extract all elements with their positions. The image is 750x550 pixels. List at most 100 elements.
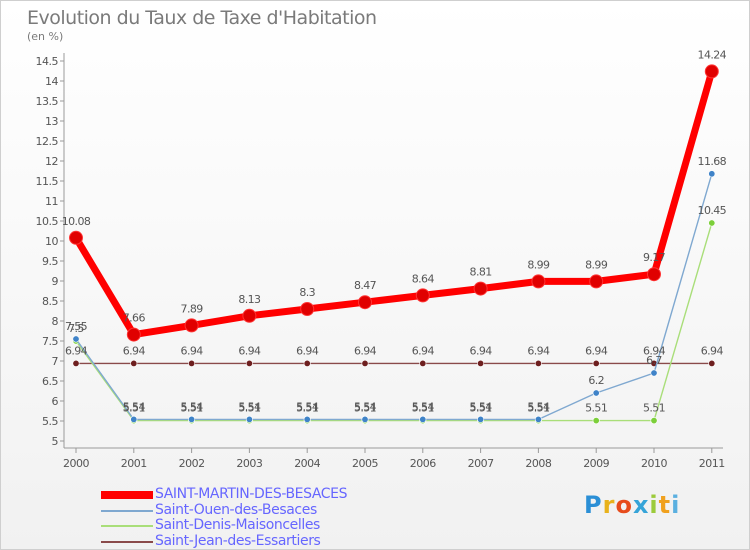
data-label: 5.51 bbox=[181, 402, 203, 415]
logo-letter: i bbox=[649, 491, 659, 519]
data-label: 6.94 bbox=[354, 344, 377, 357]
legend-swatch bbox=[101, 491, 153, 499]
y-tick-label: 11.5 bbox=[36, 175, 59, 188]
data-point bbox=[72, 335, 80, 343]
data-point bbox=[419, 415, 427, 423]
x-tick-label: 2002 bbox=[179, 457, 205, 470]
y-tick-label: 6.5 bbox=[42, 375, 58, 388]
data-point bbox=[184, 318, 199, 333]
data-label: 5.51 bbox=[643, 402, 665, 415]
data-label: 5.54 bbox=[412, 400, 435, 413]
data-point bbox=[245, 359, 253, 367]
data-label: 5.51 bbox=[527, 402, 549, 415]
data-point bbox=[300, 302, 315, 316]
legend-swatch bbox=[101, 540, 153, 543]
data-label: 5.51 bbox=[354, 402, 376, 415]
data-point bbox=[647, 267, 661, 282]
logo-letter: i bbox=[671, 491, 681, 519]
data-point bbox=[708, 219, 716, 227]
data-point bbox=[477, 359, 485, 367]
logo-letter: P bbox=[584, 491, 603, 519]
legend-swatch bbox=[101, 525, 153, 527]
data-label: 7.89 bbox=[181, 302, 204, 315]
data-point bbox=[242, 308, 257, 323]
y-tick-label: 7 bbox=[52, 355, 59, 368]
data-point bbox=[188, 415, 196, 423]
data-label: 6.2 bbox=[588, 374, 604, 387]
data-label: 5.51 bbox=[123, 402, 145, 415]
data-label: 10.08 bbox=[62, 215, 91, 228]
data-point bbox=[188, 359, 196, 367]
data-point bbox=[708, 359, 716, 367]
x-tick-label: 2010 bbox=[641, 457, 667, 470]
y-tick-label: 8.5 bbox=[42, 295, 58, 308]
x-tick-label: 2003 bbox=[236, 457, 262, 470]
logo-letter: t bbox=[658, 491, 672, 519]
legend-label: Saint-Ouen-des-Besaces bbox=[155, 501, 317, 518]
data-label: 7.66 bbox=[123, 312, 146, 325]
y-tick-label: 12 bbox=[45, 155, 58, 168]
data-point bbox=[704, 64, 719, 79]
data-point bbox=[592, 417, 600, 425]
y-tick-label: 6 bbox=[52, 395, 59, 408]
data-point bbox=[245, 415, 253, 423]
data-label: 5.54 bbox=[123, 400, 146, 413]
data-label: 6.94 bbox=[527, 344, 550, 357]
x-tick-label: 2001 bbox=[121, 457, 147, 470]
legend-swatch bbox=[101, 509, 153, 512]
data-label: 5.54 bbox=[296, 400, 319, 413]
x-tick-label: 2011 bbox=[699, 457, 725, 470]
y-tick-label: 5 bbox=[52, 435, 59, 448]
logo-letter: o bbox=[615, 491, 633, 519]
data-label: 6.7 bbox=[646, 354, 662, 367]
data-label: 5.54 bbox=[354, 400, 377, 413]
y-tick-label: 14.5 bbox=[36, 55, 59, 68]
data-label: 5.51 bbox=[238, 402, 260, 415]
data-label: 10.45 bbox=[698, 204, 727, 217]
data-label: 5.54 bbox=[181, 400, 204, 413]
data-label: 5.51 bbox=[470, 402, 492, 415]
data-label: 8.3 bbox=[299, 286, 315, 299]
logo-letter: x bbox=[632, 491, 650, 519]
data-label: 6.94 bbox=[470, 344, 493, 357]
y-tick-label: 7.5 bbox=[42, 335, 58, 348]
series-line bbox=[72, 70, 716, 339]
series-0 bbox=[69, 64, 719, 342]
data-label: 6.94 bbox=[412, 344, 435, 357]
y-tick-label: 13.5 bbox=[36, 95, 59, 108]
series-1 bbox=[72, 170, 716, 423]
x-tick-label: 2004 bbox=[294, 457, 320, 470]
data-point bbox=[592, 389, 600, 397]
data-point bbox=[303, 415, 311, 423]
x-tick-label: 2000 bbox=[63, 457, 89, 470]
data-label: 5.54 bbox=[527, 400, 550, 413]
data-label: 6.94 bbox=[585, 344, 608, 357]
legend-label: Saint-Denis-Maisoncelles bbox=[155, 517, 320, 533]
x-tick-label: 2005 bbox=[352, 457, 378, 470]
y-tick-label: 11 bbox=[45, 195, 58, 208]
data-point bbox=[358, 295, 372, 310]
data-point bbox=[473, 281, 488, 296]
legend-label: Saint-Jean-des-Essartiers bbox=[155, 532, 321, 549]
data-point bbox=[72, 359, 80, 367]
logo-letter: r bbox=[602, 491, 616, 519]
data-label: 6.94 bbox=[296, 344, 319, 357]
y-tick-label: 12.5 bbox=[36, 135, 59, 148]
x-tick-label: 2009 bbox=[583, 457, 609, 470]
y-tick-label: 10.5 bbox=[36, 215, 59, 228]
series-line bbox=[75, 173, 713, 421]
x-tick-label: 2008 bbox=[525, 457, 551, 470]
x-tick-label: 2006 bbox=[410, 457, 436, 470]
data-label: 9.17 bbox=[643, 251, 666, 264]
x-tick-label: 2007 bbox=[468, 457, 494, 470]
chart-title: Evolution du Taux de Taxe d'Habitation bbox=[27, 7, 377, 29]
data-point bbox=[531, 274, 546, 289]
data-label: 5.51 bbox=[585, 402, 607, 415]
data-point bbox=[477, 415, 485, 423]
data-point bbox=[650, 417, 658, 425]
series-2 bbox=[72, 219, 716, 425]
data-point bbox=[361, 415, 369, 423]
data-label: 8.99 bbox=[585, 258, 608, 271]
y-tick-label: 9.5 bbox=[42, 255, 58, 268]
